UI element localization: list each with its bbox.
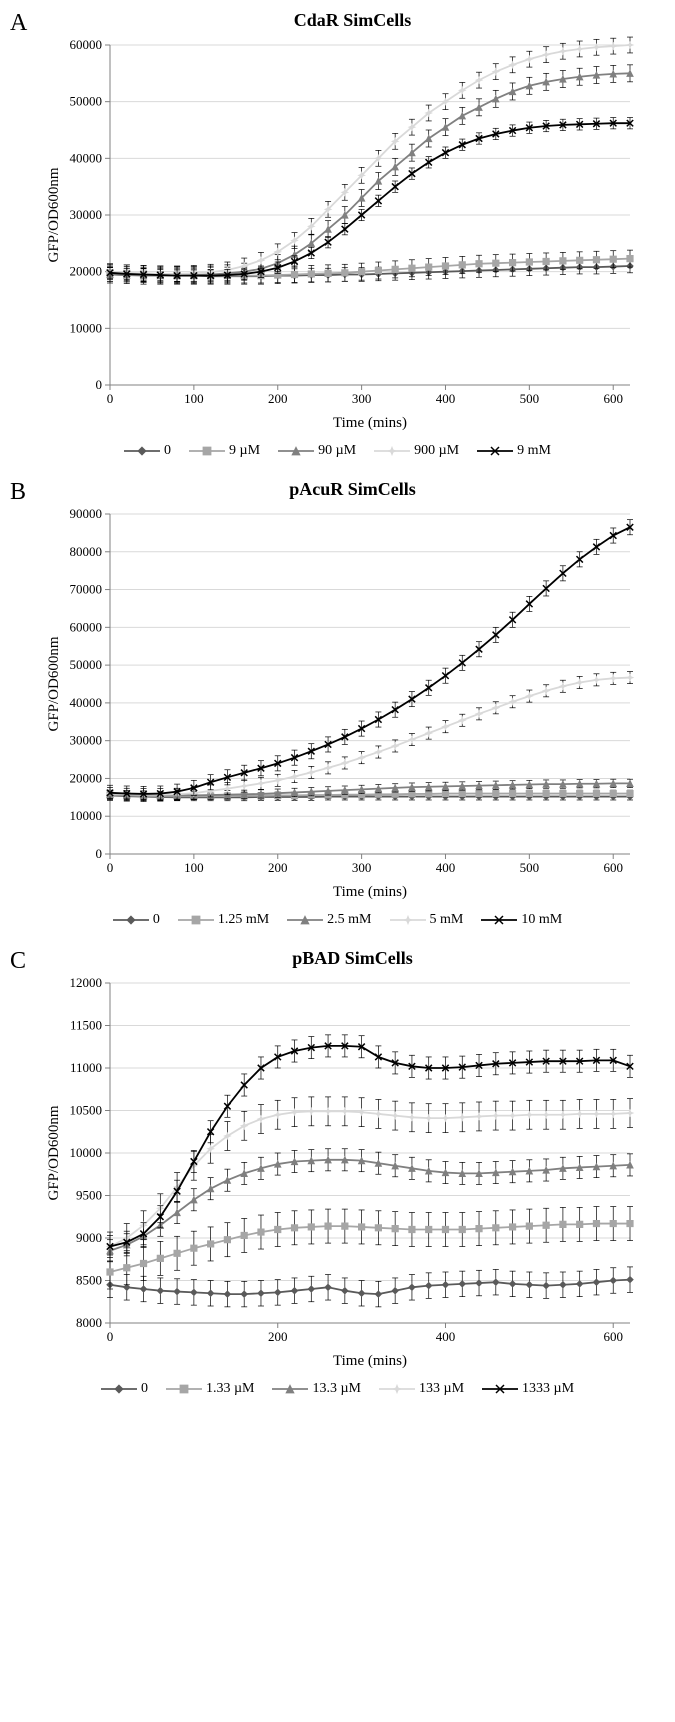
legend-label: 0	[141, 1381, 148, 1397]
svg-text:50000: 50000	[70, 94, 103, 109]
panel-label: B	[10, 479, 26, 506]
svg-text:40000: 40000	[70, 150, 103, 165]
svg-text:11500: 11500	[70, 1018, 102, 1033]
legend-item: 0	[113, 912, 160, 928]
legend-item: 1.33 µM	[166, 1381, 255, 1397]
chart-legend: 0 1.33 µM 13.3 µM 133 µM 1333 µM	[10, 1381, 665, 1397]
svg-text:500: 500	[520, 860, 540, 875]
legend-item: 5 mM	[390, 912, 464, 928]
svg-text:30000: 30000	[70, 733, 103, 748]
svg-text:200: 200	[268, 391, 288, 406]
svg-text:300: 300	[352, 860, 372, 875]
svg-text:0: 0	[107, 860, 114, 875]
svg-text:8500: 8500	[76, 1273, 102, 1288]
svg-text:200: 200	[268, 1329, 288, 1344]
svg-text:20000: 20000	[70, 264, 103, 279]
legend-item: 1333 µM	[482, 1381, 574, 1397]
panel-label: C	[10, 948, 26, 975]
svg-text:60000: 60000	[70, 619, 103, 634]
chart-title: CdaR SimCells	[40, 10, 665, 31]
chart-title: pBAD SimCells	[40, 948, 665, 969]
svg-text:GFP/OD600nm: GFP/OD600nm	[46, 167, 62, 262]
svg-text:40000: 40000	[70, 695, 103, 710]
legend-item: 13.3 µM	[272, 1381, 361, 1397]
panel-A: A CdaR SimCells 0 100 200 300 400 500 600 0 10000 2…	[10, 10, 665, 459]
svg-text:GFP/OD600nm: GFP/OD600nm	[46, 636, 62, 731]
chart-legend: 0 9 µM 90 µM 900 µM 9 mM	[10, 443, 665, 459]
svg-text:100: 100	[184, 860, 204, 875]
svg-text:10000: 10000	[70, 320, 103, 335]
legend-label: 2.5 mM	[327, 912, 371, 928]
chart-legend: 0 1.25 mM 2.5 mM 5 mM 10 mM	[10, 912, 665, 928]
legend-label: 9 mM	[517, 443, 551, 459]
svg-text:200: 200	[268, 860, 288, 875]
legend-item: 900 µM	[374, 443, 459, 459]
svg-text:600: 600	[603, 391, 623, 406]
legend-label: 0	[164, 443, 171, 459]
legend-label: 0	[153, 912, 160, 928]
chart-title: pAcuR SimCells	[40, 479, 665, 500]
svg-text:80000: 80000	[70, 544, 103, 559]
legend-item: 0	[124, 443, 171, 459]
svg-text:Time (mins): Time (mins)	[333, 415, 407, 431]
legend-item: 9 mM	[477, 443, 551, 459]
legend-item: 133 µM	[379, 1381, 464, 1397]
svg-text:0: 0	[96, 377, 103, 392]
legend-label: 1.25 mM	[218, 912, 269, 928]
svg-text:20000: 20000	[70, 770, 103, 785]
svg-text:600: 600	[603, 860, 623, 875]
legend-label: 9 µM	[229, 443, 260, 459]
panel-B: BpAcuR SimCells 0 100 200 300 400 500 600 0 10000…	[10, 479, 665, 928]
legend-item: 10 mM	[481, 912, 562, 928]
svg-text:70000: 70000	[70, 582, 103, 597]
svg-text:10000: 10000	[70, 808, 103, 823]
panel-label: A	[10, 10, 27, 37]
svg-text:12000: 12000	[70, 975, 103, 990]
legend-label: 900 µM	[414, 443, 459, 459]
svg-text:8000: 8000	[76, 1315, 102, 1330]
svg-text:10000: 10000	[70, 1145, 103, 1160]
legend-label: 90 µM	[318, 443, 356, 459]
svg-text:0: 0	[96, 846, 103, 861]
legend-item: 2.5 mM	[287, 912, 371, 928]
svg-text:400: 400	[436, 860, 456, 875]
svg-text:10500: 10500	[70, 1103, 103, 1118]
svg-text:400: 400	[436, 1329, 456, 1344]
svg-text:500: 500	[520, 391, 540, 406]
legend-label: 1.33 µM	[206, 1381, 255, 1397]
svg-text:0: 0	[107, 1329, 114, 1344]
svg-text:600: 600	[603, 1329, 623, 1344]
legend-label: 1333 µM	[522, 1381, 574, 1397]
svg-text:300: 300	[352, 391, 372, 406]
legend-label: 5 mM	[430, 912, 464, 928]
svg-text:0: 0	[107, 391, 114, 406]
panel-C: CpBAD SimCells 0 200 400 600 8000 8500 9000 9500…	[10, 948, 665, 1397]
svg-text:30000: 30000	[70, 207, 103, 222]
svg-text:50000: 50000	[70, 657, 103, 672]
svg-text:400: 400	[436, 391, 456, 406]
svg-text:100: 100	[184, 391, 204, 406]
legend-label: 10 mM	[521, 912, 562, 928]
legend-item: 1.25 mM	[178, 912, 269, 928]
svg-text:11000: 11000	[70, 1060, 102, 1075]
legend-label: 13.3 µM	[312, 1381, 361, 1397]
legend-label: 133 µM	[419, 1381, 464, 1397]
legend-item: 9 µM	[189, 443, 260, 459]
svg-text:Time (mins): Time (mins)	[333, 884, 407, 900]
svg-text:9500: 9500	[76, 1188, 102, 1203]
legend-item: 0	[101, 1381, 148, 1397]
svg-text:GFP/OD600nm: GFP/OD600nm	[46, 1105, 62, 1200]
svg-text:60000: 60000	[70, 37, 103, 52]
svg-text:Time (mins): Time (mins)	[333, 1353, 407, 1369]
svg-text:90000: 90000	[70, 506, 103, 521]
legend-item: 90 µM	[278, 443, 356, 459]
svg-text:9000: 9000	[76, 1230, 102, 1245]
